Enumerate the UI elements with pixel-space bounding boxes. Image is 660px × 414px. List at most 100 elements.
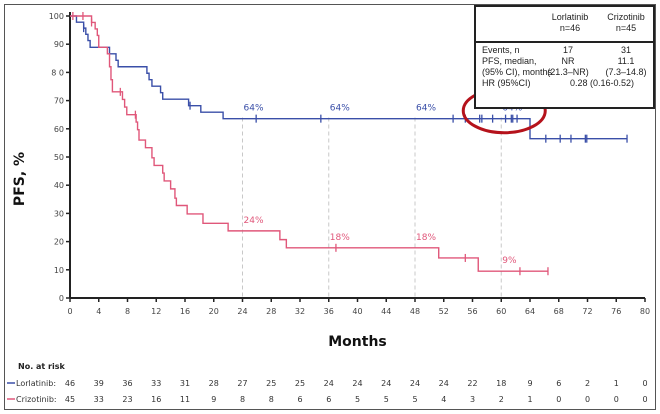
risk-value-crizotinib: 16 bbox=[151, 395, 161, 404]
risk-value-lorlatinib: 27 bbox=[237, 379, 247, 388]
risk-value-crizotinib: 23 bbox=[122, 395, 132, 404]
legend-value-lorlatinib: (21.3–NR) bbox=[547, 67, 589, 77]
x-tick-label: 48 bbox=[410, 307, 420, 316]
risk-value-lorlatinib: 6 bbox=[556, 379, 561, 388]
risk-row-label: Crizotinib: bbox=[16, 395, 57, 404]
risk-value-lorlatinib: 0 bbox=[642, 379, 647, 388]
legend-row: Events, n 17 31 bbox=[482, 45, 649, 56]
legend-value-crizotinib: 11.1 bbox=[617, 56, 635, 66]
risk-value-crizotinib: 0 bbox=[556, 395, 561, 404]
risk-value-lorlatinib: 1 bbox=[614, 379, 619, 388]
y-tick-label: 100 bbox=[49, 12, 64, 21]
legend-row: (95% CI), months (21.3–NR) (7.3–14.8) bbox=[482, 67, 649, 78]
risk-value-lorlatinib: 25 bbox=[266, 379, 276, 388]
risk-value-crizotinib: 8 bbox=[269, 395, 274, 404]
y-tick-label: 0 bbox=[59, 294, 64, 303]
risk-value-crizotinib: 3 bbox=[470, 395, 475, 404]
risk-value-crizotinib: 1 bbox=[527, 395, 532, 404]
risk-value-crizotinib: 11 bbox=[180, 395, 190, 404]
x-tick-label: 20 bbox=[209, 307, 219, 316]
legend-table-body: Events, n 17 31 PFS, median, NR 11.1 (95… bbox=[482, 45, 649, 89]
risk-value-lorlatinib: 9 bbox=[527, 379, 532, 388]
legend-row-label: PFS, median, bbox=[482, 56, 537, 66]
risk-value-crizotinib: 6 bbox=[326, 395, 331, 404]
x-tick-label: 16 bbox=[180, 307, 190, 316]
legend-value-crizotinib: (7.3–14.8) bbox=[605, 67, 647, 77]
censor-marks bbox=[72, 12, 628, 276]
curve-crizotinib bbox=[70, 15, 548, 272]
risk-value-crizotinib: 33 bbox=[94, 395, 104, 404]
legend-value-crizotinib: 31 bbox=[620, 45, 631, 55]
risk-value-crizotinib: 6 bbox=[297, 395, 302, 404]
y-tick-label: 70 bbox=[54, 97, 64, 106]
y-tick-label: 40 bbox=[54, 181, 64, 190]
x-tick-label: 68 bbox=[554, 307, 564, 316]
risk-value-crizotinib: 0 bbox=[642, 395, 647, 404]
y-tick-label: 8 0 bbox=[51, 68, 64, 77]
x-tick-label: 76 bbox=[611, 307, 621, 316]
legend-col-label: Crizotinib bbox=[607, 12, 645, 22]
legend-value-lorlatinib: 17 bbox=[562, 45, 573, 55]
legend-col-n: n=46 bbox=[559, 23, 581, 33]
legend-row-label: HR (95%CI) bbox=[482, 78, 531, 88]
x-tick-label: 32 bbox=[295, 307, 305, 316]
legend-value-hr: 0.28 (0.16-0.52) bbox=[569, 78, 635, 88]
risk-value-crizotinib: 0 bbox=[585, 395, 590, 404]
legend-table-header: Lorlatinib n=46 Crizotinib n=45 bbox=[476, 7, 653, 43]
legend-col-crizotinib: Crizotinib n=45 bbox=[596, 12, 656, 34]
annotation-crizotinib: 24% bbox=[244, 216, 264, 226]
risk-row-label: Lorlatinib: bbox=[16, 379, 56, 388]
risk-value-lorlatinib: 36 bbox=[122, 379, 132, 388]
annotation-crizotinib: 9% bbox=[502, 256, 517, 266]
legend-row: HR (95%CI) 0.28 (0.16-0.52) bbox=[482, 78, 649, 89]
x-tick-label: 60 bbox=[496, 307, 506, 316]
annotation-lorlatinib: 64% bbox=[244, 104, 264, 114]
x-tick-label: 36 bbox=[324, 307, 334, 316]
y-tick-label: 60 bbox=[54, 125, 64, 134]
curve-lorlatinib bbox=[70, 15, 628, 140]
risk-value-lorlatinib: 22 bbox=[467, 379, 477, 388]
legend-col-lorlatinib: Lorlatinib n=46 bbox=[540, 12, 600, 34]
legend-row: PFS, median, NR 11.1 bbox=[482, 56, 649, 67]
y-tick-label: 10 bbox=[54, 266, 64, 275]
legend-table: Lorlatinib n=46 Crizotinib n=45 Events, … bbox=[474, 5, 655, 109]
reference-lines bbox=[242, 117, 502, 298]
risk-value-lorlatinib: 24 bbox=[410, 379, 420, 388]
x-tick-label: 0 bbox=[67, 307, 72, 316]
x-tick-label: 80 bbox=[640, 307, 650, 316]
risk-value-lorlatinib: 2 bbox=[585, 379, 590, 388]
legend-value-lorlatinib: NR bbox=[561, 56, 575, 66]
risk-table-title: No. at risk bbox=[18, 362, 65, 371]
x-tick-label: 72 bbox=[582, 307, 592, 316]
y-tick-label: 30 bbox=[54, 209, 64, 218]
x-tick-label: 56 bbox=[467, 307, 477, 316]
risk-value-crizotinib: 5 bbox=[384, 395, 389, 404]
axes: 0 4 8 12 16 20 24 28 32 36 40 44 48 52 56 60 64 68 72 76 800… bbox=[49, 12, 650, 316]
y-axis-title: PFS, % bbox=[12, 152, 28, 206]
legend-row-label: (95% CI), months bbox=[482, 67, 553, 77]
risk-value-crizotinib: 2 bbox=[499, 395, 504, 404]
x-tick-label: 44 bbox=[381, 307, 391, 316]
risk-value-lorlatinib: 24 bbox=[381, 379, 391, 388]
risk-value-lorlatinib: 25 bbox=[295, 379, 305, 388]
x-tick-label: 12 bbox=[151, 307, 161, 316]
x-axis-title: Months bbox=[328, 334, 387, 350]
annotation-lorlatinib: 64% bbox=[330, 104, 350, 114]
risk-value-crizotinib: 5 bbox=[355, 395, 360, 404]
risk-value-lorlatinib: 24 bbox=[352, 379, 362, 388]
legend-col-n: n=45 bbox=[615, 23, 637, 33]
risk-value-crizotinib: 9 bbox=[211, 395, 216, 404]
risk-value-lorlatinib: 18 bbox=[496, 379, 506, 388]
y-tick-label: 90 bbox=[54, 40, 64, 49]
risk-value-crizotinib: 8 bbox=[240, 395, 245, 404]
x-tick-label: 40 bbox=[352, 307, 362, 316]
risk-value-lorlatinib: 24 bbox=[439, 379, 449, 388]
risk-value-crizotinib: 45 bbox=[65, 395, 75, 404]
risk-value-crizotinib: 5 bbox=[412, 395, 417, 404]
risk-value-crizotinib: 0 bbox=[614, 395, 619, 404]
curves bbox=[70, 15, 628, 272]
x-tick-label: 24 bbox=[237, 307, 247, 316]
annotation-crizotinib: 18% bbox=[330, 233, 350, 243]
